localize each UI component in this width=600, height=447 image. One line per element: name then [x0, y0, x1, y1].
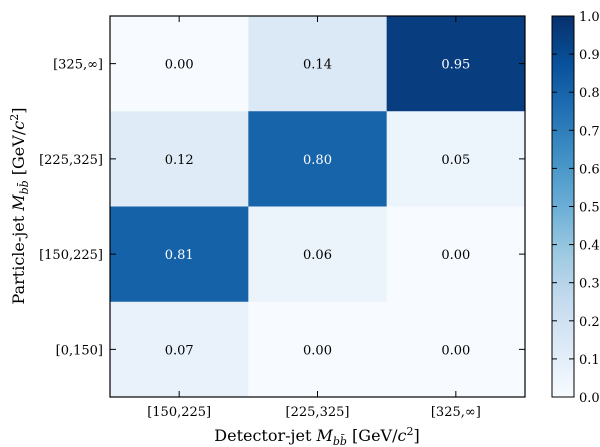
x-axis-label: Detector-jet Mbb̄ [GeV/c2] — [214, 425, 419, 447]
cell-value-label: 0.14 — [303, 58, 332, 73]
colorbar-tick-label: 0.5 — [579, 201, 600, 216]
cell-value-label: 0.12 — [165, 153, 194, 168]
cell-value-label: 0.00 — [303, 343, 332, 358]
cell-value-label: 0.07 — [165, 343, 194, 358]
cell-value-label: 0.80 — [303, 153, 332, 168]
heatmap-cell — [386, 206, 526, 303]
x-tick-label: [150,225] — [147, 405, 211, 420]
y-tick-label: [325,∞] — [53, 58, 103, 73]
colorbar-tick-label: 0.8 — [579, 86, 600, 101]
cell-value-label: 0.00 — [165, 58, 194, 73]
heatmap-cell — [248, 301, 388, 398]
y-tick-label: [225,325] — [39, 153, 103, 168]
colorbar-tick-label: 0.9 — [579, 48, 600, 63]
cell-value-label: 0.95 — [441, 58, 470, 73]
colorbar-tick-label: 1.0 — [579, 10, 600, 25]
colorbar-tick-label: 0.4 — [579, 239, 600, 254]
heatmap-cell — [248, 111, 388, 207]
y-axis-ticks: [325,∞] [225,325] [150,225] [0,150] — [39, 58, 525, 358]
heatmap-cell — [248, 16, 388, 112]
heatmap-cell — [110, 206, 249, 303]
colorbar-tick-label: 0.3 — [579, 277, 600, 292]
y-tick-label: [0,150] — [56, 343, 103, 358]
heatmap-cells: 0.00 0.14 0.95 0.12 0.80 0.05 0.81 0.06 0.00 0.07… — [110, 16, 526, 398]
x-axis-ticks: [150,225] [225,325] [325,∞] — [147, 16, 481, 420]
cell-value-label: 0.06 — [303, 248, 332, 263]
heatmap-cell — [110, 301, 249, 398]
y-tick-label: [150,225] — [39, 248, 103, 263]
colorbar-tick-label: 0.6 — [579, 162, 600, 177]
colorbar: 0.0 0.1 0.2 0.3 0.4 0.5 0.6 0.7 0.8 0.9 1.0 — [551, 10, 600, 406]
heatmap-cell — [110, 111, 249, 207]
cell-value-label: 0.00 — [441, 343, 470, 358]
cell-value-label: 0.81 — [165, 248, 194, 263]
colorbar-ticks: 0.0 0.1 0.2 0.3 0.4 0.5 0.6 0.7 0.8 0.9 1.0 — [552, 10, 600, 406]
x-tick-label: [225,325] — [286, 405, 350, 420]
heatmap-cell — [386, 301, 526, 398]
x-tick-label: [325,∞] — [431, 405, 481, 420]
heatmap-cell — [248, 206, 388, 303]
cell-value-label: 0.00 — [441, 248, 470, 263]
heatmap-cell — [386, 16, 526, 112]
colorbar-tick-label: 0.0 — [579, 391, 600, 406]
colorbar-tick-label: 0.7 — [579, 124, 600, 139]
y-axis-label: Particle-jet Mbb̄ [GeV/c2] — [8, 108, 31, 305]
heatmap-cell — [386, 111, 526, 207]
colorbar-tick-label: 0.2 — [579, 315, 600, 330]
cell-value-label: 0.05 — [441, 153, 470, 168]
colorbar-tick-label: 0.1 — [579, 353, 600, 368]
heatmap-cell — [110, 16, 249, 112]
